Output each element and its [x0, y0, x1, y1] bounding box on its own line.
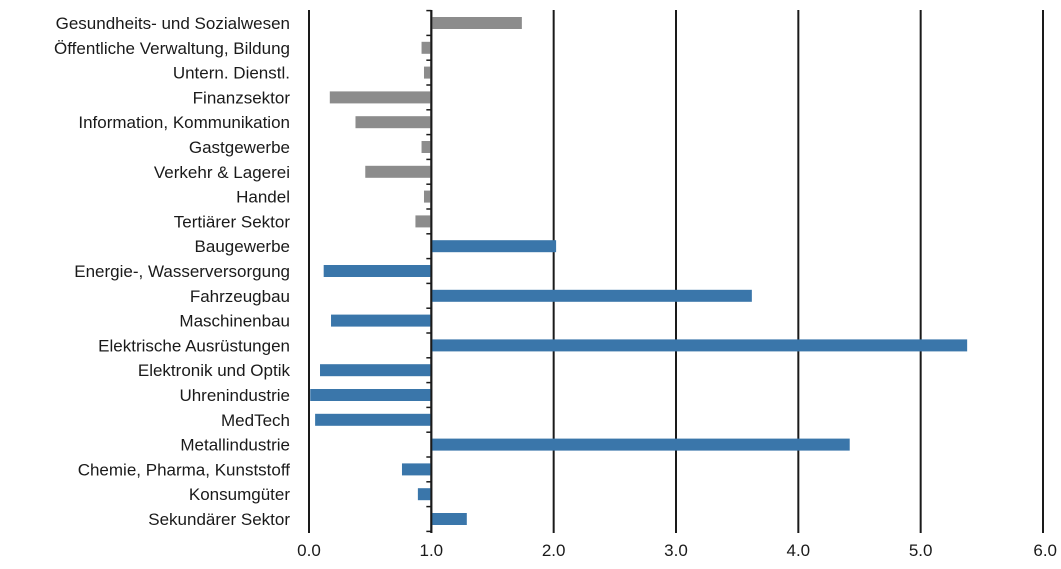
bar-tertiary: [355, 116, 432, 129]
bar-secondary: [431, 438, 850, 451]
category-label: Finanzsektor: [193, 88, 291, 107]
category-label: Maschinenbau: [179, 312, 290, 331]
bar-tertiary: [329, 91, 432, 104]
category-label: Metallindustrie: [180, 436, 290, 455]
x-tick-label: 0.0: [297, 541, 321, 560]
category-label: MedTech: [221, 411, 290, 430]
bar-tertiary: [423, 66, 432, 79]
bar-secondary: [431, 289, 752, 302]
x-tick-label: 6.0: [1033, 541, 1057, 560]
x-tick-label: 4.0: [787, 541, 811, 560]
category-label: Energie-, Wasserversorgung: [74, 262, 290, 281]
baseline-axis: [426, 9, 433, 533]
category-label: Handel: [236, 188, 290, 207]
bar-secondary: [431, 240, 557, 253]
category-label: Öffentliche Verwaltung, Bildung: [54, 39, 290, 58]
bar-secondary: [320, 364, 432, 377]
bar-tertiary: [423, 190, 432, 203]
category-label: Chemie, Pharma, Kunststoff: [78, 460, 291, 479]
bar-tertiary: [421, 141, 432, 153]
x-tick-labels: 0.0 1.0 2.0 3.0 4.0 5.0 6.0: [297, 541, 1057, 560]
category-label: Gastgewerbe: [189, 138, 290, 157]
bar-secondary: [331, 314, 432, 327]
x-tick-label: 5.0: [909, 541, 933, 560]
bar-secondary: [401, 463, 432, 476]
category-label: Tertiärer Sektor: [174, 212, 291, 231]
x-tick-label: 3.0: [664, 541, 688, 560]
bar-secondary: [431, 513, 467, 525]
category-label: Elektrische Ausrüstungen: [98, 336, 290, 355]
bar-secondary: [417, 488, 432, 501]
bar-tertiary: [365, 165, 432, 178]
category-label: Konsumgüter: [189, 485, 290, 504]
category-label: Elektronik und Optik: [138, 361, 291, 380]
bar-secondary: [323, 265, 432, 277]
category-label: Gesundheits- und Sozialwesen: [56, 14, 290, 33]
bar-secondary: [431, 339, 968, 352]
category-label: Information, Kommunikation: [78, 113, 290, 132]
bar-secondary: [315, 413, 432, 426]
bar-tertiary: [415, 215, 432, 228]
category-label: Sekundärer Sektor: [148, 510, 290, 529]
bar-secondary: [310, 389, 432, 401]
x-tick-label: 1.0: [420, 541, 444, 560]
bar-tertiary: [431, 17, 522, 29]
category-label: Fahrzeugbau: [190, 287, 290, 306]
bar-tertiary: [421, 41, 432, 54]
category-label: Verkehr & Lagerei: [154, 163, 290, 182]
category-labels: Gesundheits- und Sozialwesen Öffentliche …: [54, 14, 290, 529]
category-label: Untern. Dienstl.: [173, 64, 290, 83]
category-label: Uhrenindustrie: [179, 386, 290, 405]
x-tick-label: 2.0: [542, 541, 566, 560]
category-label: Baugewerbe: [195, 237, 290, 256]
bars: [310, 17, 968, 525]
